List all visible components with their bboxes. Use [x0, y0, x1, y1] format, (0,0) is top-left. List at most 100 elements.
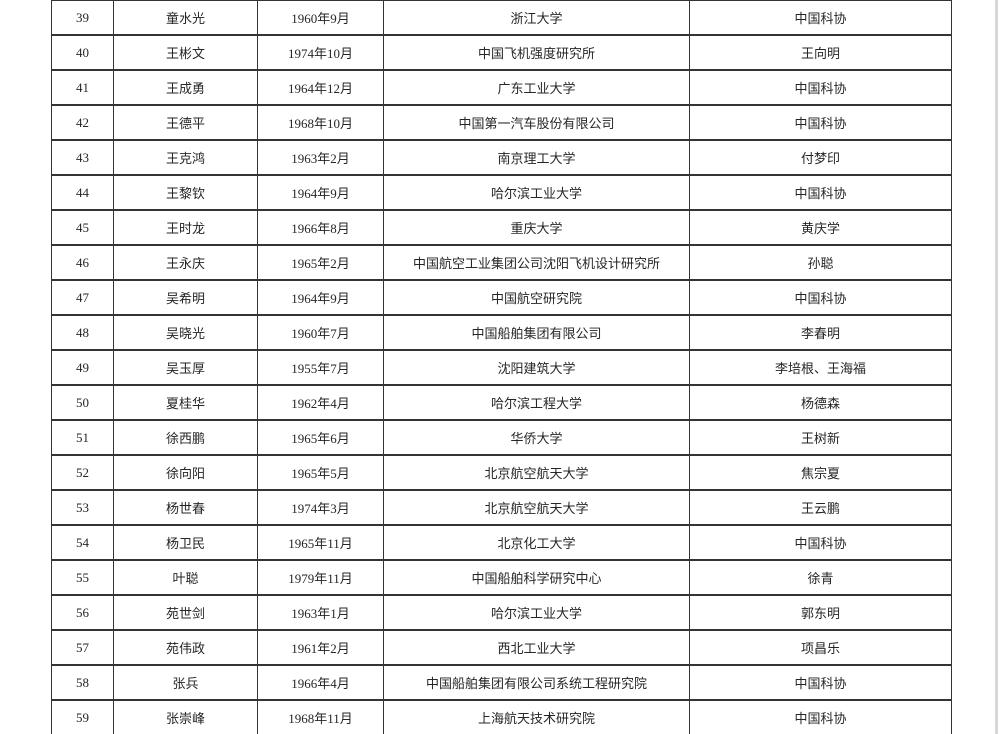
cell-row-number: 54	[51, 524, 114, 561]
table-row: 53 杨世春 1974年3月 北京航空航天大学 王云鹏	[51, 489, 952, 526]
cell-organization: 中国航空研究院	[383, 279, 690, 316]
cell-nominator: 付梦印	[689, 139, 952, 176]
cell-organization: 中国第一汽车股份有限公司	[383, 104, 690, 141]
cell-row-number: 53	[51, 489, 114, 526]
cell-organization: 北京航空航天大学	[383, 454, 690, 491]
cell-birth-date: 1965年5月	[257, 454, 384, 491]
cell-nominator: 中国科协	[689, 699, 952, 734]
cell-row-number: 50	[51, 384, 114, 421]
cell-birth-date: 1964年12月	[257, 69, 384, 106]
table-row: 45 王时龙 1966年8月 重庆大学 黄庆学	[51, 209, 952, 246]
cell-birth-date: 1960年7月	[257, 314, 384, 351]
table-row: 43 王克鸿 1963年2月 南京理工大学 付梦印	[51, 139, 952, 176]
candidates-table-container: 39 童水光 1960年9月 浙江大学 中国科协 40 王彬文 1974年10月 中国飞机强度研…	[51, 0, 952, 734]
cell-birth-date: 1966年4月	[257, 664, 384, 701]
cell-row-number: 39	[51, 0, 114, 36]
cell-row-number: 56	[51, 594, 114, 631]
cell-name: 苑世剑	[113, 594, 258, 631]
cell-organization: 浙江大学	[383, 0, 690, 36]
cell-nominator: 李春明	[689, 314, 952, 351]
cell-row-number: 40	[51, 34, 114, 71]
cell-nominator: 郭东明	[689, 594, 952, 631]
cell-name: 夏桂华	[113, 384, 258, 421]
cell-name: 王永庆	[113, 244, 258, 281]
cell-nominator: 王树新	[689, 419, 952, 456]
cell-organization: 南京理工大学	[383, 139, 690, 176]
cell-name: 徐西鹏	[113, 419, 258, 456]
cell-name: 徐向阳	[113, 454, 258, 491]
cell-name: 张崇峰	[113, 699, 258, 734]
table-row: 46 王永庆 1965年2月 中国航空工业集团公司沈阳飞机设计研究所 孙聪	[51, 244, 952, 281]
table-row: 52 徐向阳 1965年5月 北京航空航天大学 焦宗夏	[51, 454, 952, 491]
cell-name: 杨世春	[113, 489, 258, 526]
cell-name: 童水光	[113, 0, 258, 36]
cell-birth-date: 1968年11月	[257, 699, 384, 734]
cell-nominator: 孙聪	[689, 244, 952, 281]
table-row: 48 吴晓光 1960年7月 中国船舶集团有限公司 李春明	[51, 314, 952, 351]
cell-row-number: 44	[51, 174, 114, 211]
cell-birth-date: 1962年4月	[257, 384, 384, 421]
cell-nominator: 杨德森	[689, 384, 952, 421]
cell-birth-date: 1966年8月	[257, 209, 384, 246]
cell-birth-date: 1974年10月	[257, 34, 384, 71]
table-row: 39 童水光 1960年9月 浙江大学 中国科协	[51, 0, 952, 36]
cell-name: 吴玉厚	[113, 349, 258, 386]
table-row: 47 吴希明 1964年9月 中国航空研究院 中国科协	[51, 279, 952, 316]
cell-organization: 广东工业大学	[383, 69, 690, 106]
cell-nominator: 王向明	[689, 34, 952, 71]
cell-name: 王时龙	[113, 209, 258, 246]
right-edge-strip	[995, 0, 998, 734]
cell-name: 王德平	[113, 104, 258, 141]
table-row: 44 王黎钦 1964年9月 哈尔滨工业大学 中国科协	[51, 174, 952, 211]
cell-organization: 中国船舶科学研究中心	[383, 559, 690, 596]
cell-organization: 北京航空航天大学	[383, 489, 690, 526]
cell-name: 王彬文	[113, 34, 258, 71]
cell-row-number: 49	[51, 349, 114, 386]
cell-organization: 中国船舶集团有限公司系统工程研究院	[383, 664, 690, 701]
cell-nominator: 中国科协	[689, 664, 952, 701]
table-row: 50 夏桂华 1962年4月 哈尔滨工程大学 杨德森	[51, 384, 952, 421]
cell-birth-date: 1965年6月	[257, 419, 384, 456]
cell-nominator: 中国科协	[689, 279, 952, 316]
cell-row-number: 59	[51, 699, 114, 734]
cell-nominator: 黄庆学	[689, 209, 952, 246]
cell-organization: 哈尔滨工程大学	[383, 384, 690, 421]
cell-row-number: 57	[51, 629, 114, 666]
cell-birth-date: 1963年1月	[257, 594, 384, 631]
cell-organization: 哈尔滨工业大学	[383, 594, 690, 631]
cell-nominator: 徐青	[689, 559, 952, 596]
cell-nominator: 焦宗夏	[689, 454, 952, 491]
cell-birth-date: 1968年10月	[257, 104, 384, 141]
cell-birth-date: 1974年3月	[257, 489, 384, 526]
cell-birth-date: 1979年11月	[257, 559, 384, 596]
cell-name: 苑伟政	[113, 629, 258, 666]
cell-birth-date: 1964年9月	[257, 279, 384, 316]
cell-row-number: 46	[51, 244, 114, 281]
table-row: 41 王成勇 1964年12月 广东工业大学 中国科协	[51, 69, 952, 106]
cell-organization: 沈阳建筑大学	[383, 349, 690, 386]
cell-nominator: 王云鹏	[689, 489, 952, 526]
cell-organization: 华侨大学	[383, 419, 690, 456]
cell-nominator: 中国科协	[689, 174, 952, 211]
cell-nominator: 中国科协	[689, 104, 952, 141]
cell-name: 吴晓光	[113, 314, 258, 351]
table-row: 55 叶聪 1979年11月 中国船舶科学研究中心 徐青	[51, 559, 952, 596]
cell-nominator: 李培根、王海福	[689, 349, 952, 386]
cell-organization: 哈尔滨工业大学	[383, 174, 690, 211]
cell-organization: 上海航天技术研究院	[383, 699, 690, 734]
cell-name: 王黎钦	[113, 174, 258, 211]
table-row: 51 徐西鹏 1965年6月 华侨大学 王树新	[51, 419, 952, 456]
cell-organization: 重庆大学	[383, 209, 690, 246]
cell-row-number: 41	[51, 69, 114, 106]
cell-row-number: 45	[51, 209, 114, 246]
cell-nominator: 中国科协	[689, 0, 952, 36]
cell-row-number: 51	[51, 419, 114, 456]
cell-birth-date: 1965年2月	[257, 244, 384, 281]
cell-row-number: 47	[51, 279, 114, 316]
cell-row-number: 43	[51, 139, 114, 176]
cell-row-number: 48	[51, 314, 114, 351]
cell-organization: 西北工业大学	[383, 629, 690, 666]
cell-birth-date: 1964年9月	[257, 174, 384, 211]
cell-organization: 中国航空工业集团公司沈阳飞机设计研究所	[383, 244, 690, 281]
cell-nominator: 项昌乐	[689, 629, 952, 666]
